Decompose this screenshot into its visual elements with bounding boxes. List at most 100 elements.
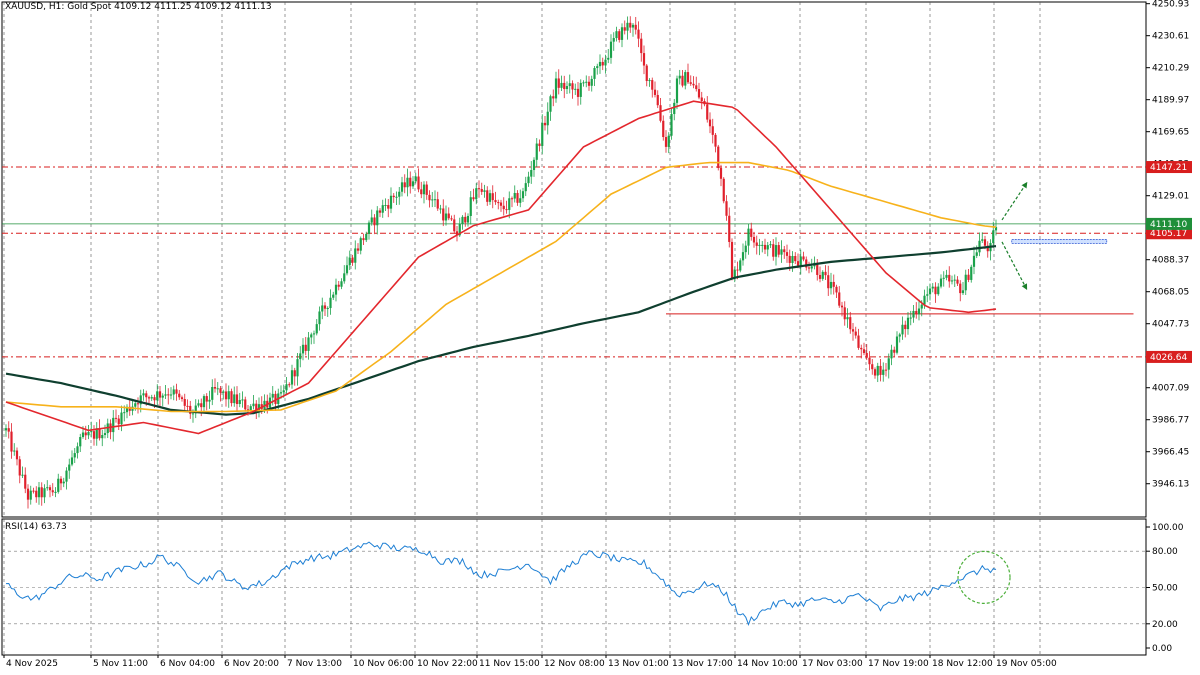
bull-candle xyxy=(673,102,676,115)
bear-candle xyxy=(827,275,830,289)
bear-candle xyxy=(849,317,852,330)
bull-candle xyxy=(21,474,24,476)
bull-candle xyxy=(582,82,585,84)
bear-candle xyxy=(235,394,239,405)
bull-candle xyxy=(620,27,624,40)
bear-candle xyxy=(186,405,189,407)
bull-candle xyxy=(307,337,310,351)
bear-candle xyxy=(205,396,208,402)
bear-candle xyxy=(854,331,857,336)
bear-candle xyxy=(695,85,698,90)
time-tick-label: 10 Nov 06:00 xyxy=(353,659,414,669)
bull-candle xyxy=(909,317,912,319)
bull-candle xyxy=(549,96,552,112)
bull-candle xyxy=(931,286,934,289)
bear-candle xyxy=(851,329,855,332)
bull-candle xyxy=(216,388,219,390)
bear-candle xyxy=(818,274,822,279)
bear-candle xyxy=(409,177,412,187)
bull-candle xyxy=(882,369,885,375)
bear-candle xyxy=(752,236,756,243)
bear-candle xyxy=(428,194,431,201)
bull-candle xyxy=(530,170,533,177)
bull-candle xyxy=(252,403,255,407)
bear-candle xyxy=(167,394,170,396)
bull-candle xyxy=(675,78,679,103)
bear-candle xyxy=(425,184,428,195)
bull-candle xyxy=(458,223,461,236)
bear-candle xyxy=(783,249,786,253)
bear-candle xyxy=(84,432,87,436)
bear-candle xyxy=(224,391,228,400)
bull-candle xyxy=(992,230,995,244)
bear-candle xyxy=(725,201,728,216)
bear-candle xyxy=(128,406,131,411)
bull-candle xyxy=(829,281,833,289)
bull-candle xyxy=(296,359,299,377)
up-arrow xyxy=(1001,181,1028,221)
bear-candle xyxy=(651,80,654,90)
time-tick-label: 5 Nov 11:00 xyxy=(93,659,148,669)
bull-candle xyxy=(191,413,195,415)
bull-candle xyxy=(285,384,288,391)
bear-candle xyxy=(838,292,841,306)
bear-candle xyxy=(802,256,805,260)
time-tick-label: 14 Nov 10:00 xyxy=(737,659,798,669)
bear-candle xyxy=(871,364,874,370)
bull-candle xyxy=(95,428,98,439)
bear-candle xyxy=(10,431,13,452)
bear-candle xyxy=(659,105,662,121)
bull-candle xyxy=(604,59,607,66)
bull-candle xyxy=(37,487,41,498)
time-tick-label: 13 Nov 17:00 xyxy=(672,659,733,669)
bull-candle xyxy=(975,252,978,256)
bear-candle xyxy=(244,399,247,410)
bear-candle xyxy=(653,89,657,95)
bear-candle xyxy=(730,241,734,279)
bear-candle xyxy=(879,365,882,375)
bear-candle xyxy=(785,252,789,256)
bear-candle xyxy=(656,94,659,106)
bull-candle xyxy=(887,358,890,370)
bull-candle xyxy=(923,295,926,305)
bear-candle xyxy=(147,397,151,399)
bull-candle xyxy=(615,31,618,39)
bull-candle xyxy=(609,41,613,58)
bear-candle xyxy=(722,178,725,202)
bear-candle xyxy=(552,96,555,99)
bear-candle xyxy=(843,307,846,320)
bull-candle xyxy=(238,400,241,405)
bull-candle xyxy=(46,487,49,489)
bear-candle xyxy=(642,53,646,66)
bull-candle xyxy=(898,334,901,337)
moving-average-mid xyxy=(5,161,997,413)
bear-candle xyxy=(708,119,712,127)
bull-candle xyxy=(169,394,173,396)
bear-candle xyxy=(455,231,459,236)
bull-candle xyxy=(912,310,915,318)
bull-candle xyxy=(527,176,530,184)
bull-candle xyxy=(431,199,434,201)
bull-candle xyxy=(926,294,929,296)
time-tick-label: 6 Nov 04:00 xyxy=(160,659,215,669)
bear-candle xyxy=(453,219,456,232)
bull-candle xyxy=(953,279,956,281)
bull-candle xyxy=(156,391,159,401)
bear-candle xyxy=(200,403,203,408)
bull-candle xyxy=(928,288,932,295)
bear-candle xyxy=(24,474,27,489)
bull-candle xyxy=(433,199,437,201)
bear-candle xyxy=(571,83,574,90)
bear-candle xyxy=(645,65,648,81)
bear-candle xyxy=(865,353,868,358)
bear-candle xyxy=(323,305,327,309)
bull-candle xyxy=(901,324,904,335)
bear-candle xyxy=(763,244,767,250)
bear-candle xyxy=(777,245,780,255)
bull-candle xyxy=(970,266,973,280)
bull-candle xyxy=(370,217,373,223)
bull-candle xyxy=(310,334,313,338)
bear-candle xyxy=(601,61,604,66)
bear-candle xyxy=(246,409,250,411)
